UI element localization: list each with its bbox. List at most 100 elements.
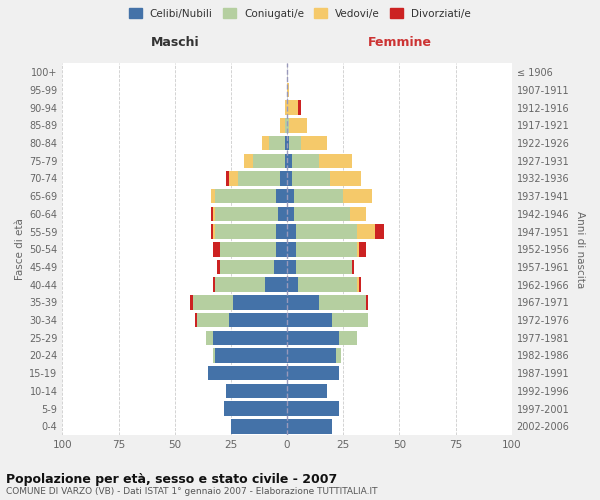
Bar xyxy=(220,242,276,256)
Bar xyxy=(296,242,356,256)
Bar xyxy=(287,189,294,204)
Bar xyxy=(215,348,287,362)
Bar xyxy=(215,278,265,292)
Bar xyxy=(343,189,373,204)
Bar xyxy=(285,100,287,115)
Bar xyxy=(287,278,298,292)
Bar xyxy=(298,278,356,292)
Bar xyxy=(211,224,213,239)
Bar xyxy=(365,295,368,310)
Bar xyxy=(285,154,287,168)
Bar xyxy=(287,330,339,345)
Bar xyxy=(287,419,332,434)
Bar xyxy=(287,100,298,115)
Bar xyxy=(285,136,287,150)
Bar xyxy=(226,171,229,186)
Bar xyxy=(213,278,215,292)
Bar xyxy=(287,260,296,274)
Bar xyxy=(287,313,332,328)
Bar xyxy=(208,366,287,380)
Bar xyxy=(193,295,233,310)
Bar xyxy=(287,402,339,416)
Bar xyxy=(298,100,301,115)
Text: Maschi: Maschi xyxy=(151,36,199,49)
Bar xyxy=(262,136,269,150)
Bar xyxy=(352,260,355,274)
Bar xyxy=(319,154,352,168)
Bar xyxy=(294,206,350,221)
Bar xyxy=(292,171,330,186)
Bar xyxy=(215,224,276,239)
Bar xyxy=(356,278,359,292)
Bar xyxy=(206,330,213,345)
Bar xyxy=(190,295,193,310)
Bar xyxy=(287,295,319,310)
Bar xyxy=(285,118,287,132)
Y-axis label: Fasce di età: Fasce di età xyxy=(15,218,25,280)
Bar xyxy=(287,118,289,132)
Bar xyxy=(213,224,215,239)
Bar xyxy=(213,242,220,256)
Bar xyxy=(301,136,328,150)
Bar xyxy=(296,260,352,274)
Bar xyxy=(280,118,285,132)
Text: Femmine: Femmine xyxy=(367,36,431,49)
Bar xyxy=(356,224,374,239)
Bar xyxy=(274,260,287,274)
Bar xyxy=(287,206,294,221)
Bar xyxy=(359,242,365,256)
Bar xyxy=(287,136,289,150)
Bar xyxy=(296,224,356,239)
Bar xyxy=(226,384,287,398)
Bar xyxy=(289,136,301,150)
Bar xyxy=(287,242,296,256)
Bar xyxy=(330,171,361,186)
Bar xyxy=(233,295,287,310)
Bar xyxy=(238,171,280,186)
Bar xyxy=(213,206,215,221)
Bar xyxy=(220,260,274,274)
Bar xyxy=(287,366,339,380)
Bar xyxy=(253,154,285,168)
Bar xyxy=(276,242,287,256)
Bar xyxy=(374,224,383,239)
Bar xyxy=(244,154,253,168)
Bar xyxy=(211,189,215,204)
Bar xyxy=(287,224,296,239)
Bar xyxy=(292,154,319,168)
Bar xyxy=(224,402,287,416)
Y-axis label: Anni di nascita: Anni di nascita xyxy=(575,210,585,288)
Bar xyxy=(287,348,337,362)
Bar xyxy=(294,189,343,204)
Bar xyxy=(217,260,220,274)
Bar xyxy=(231,419,287,434)
Bar xyxy=(213,348,215,362)
Bar xyxy=(359,278,361,292)
Bar xyxy=(215,189,276,204)
Bar xyxy=(339,330,356,345)
Bar xyxy=(287,82,289,97)
Bar xyxy=(278,206,287,221)
Bar xyxy=(319,295,365,310)
Text: COMUNE DI VARZO (VB) - Dati ISTAT 1° gennaio 2007 - Elaborazione TUTTITALIA.IT: COMUNE DI VARZO (VB) - Dati ISTAT 1° gen… xyxy=(6,488,377,496)
Bar xyxy=(332,313,368,328)
Bar xyxy=(211,206,213,221)
Bar xyxy=(265,278,287,292)
Bar xyxy=(287,154,292,168)
Text: Popolazione per età, sesso e stato civile - 2007: Popolazione per età, sesso e stato civil… xyxy=(6,472,337,486)
Bar xyxy=(269,136,285,150)
Bar xyxy=(337,348,341,362)
Bar xyxy=(276,224,287,239)
Bar xyxy=(229,171,238,186)
Bar xyxy=(195,313,197,328)
Bar xyxy=(213,330,287,345)
Bar xyxy=(289,118,307,132)
Bar xyxy=(229,313,287,328)
Bar xyxy=(287,384,328,398)
Bar xyxy=(215,206,278,221)
Bar xyxy=(280,171,287,186)
Bar xyxy=(276,189,287,204)
Bar xyxy=(287,171,292,186)
Bar xyxy=(197,313,229,328)
Bar xyxy=(350,206,365,221)
